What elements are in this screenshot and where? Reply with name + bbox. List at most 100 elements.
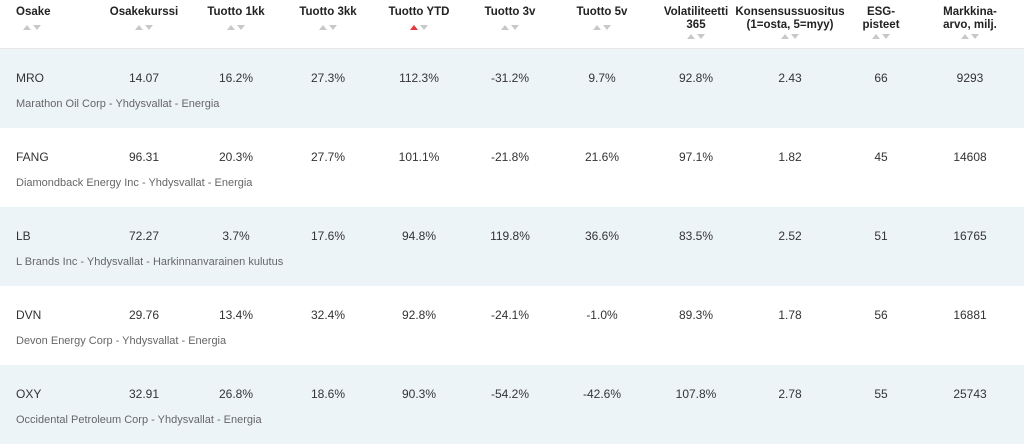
table-row[interactable]: OXY 32.91 26.8% 18.6% 90.3% -54.2% -42.6… bbox=[0, 365, 1024, 444]
sort-arrows-icon[interactable] bbox=[16, 25, 76, 32]
sort-arrows-icon[interactable] bbox=[379, 25, 459, 32]
price-cell: 32.91 bbox=[128, 387, 160, 401]
col-header-label: Tuotto 3kk bbox=[299, 6, 357, 18]
col-header-label: Tuotto 3v bbox=[484, 6, 536, 18]
table-header: Osake Osakekurssi Tuotto 1kk Tuotto 3kk … bbox=[0, 0, 1024, 49]
sort-arrows-icon[interactable] bbox=[196, 25, 276, 32]
return-1kk-cell: 13.4% bbox=[218, 308, 254, 322]
return-3v-cell: -24.1% bbox=[490, 308, 530, 322]
col-header-label: Volatiliteetti 365 bbox=[663, 6, 729, 31]
ticker-cell[interactable]: OXY bbox=[16, 387, 42, 401]
return-5v-cell: 9.7% bbox=[588, 71, 616, 85]
col-header-markkina-arvo[interactable]: Markkina- arvo, milj. bbox=[930, 6, 1010, 41]
return-1kk-cell: 26.8% bbox=[218, 387, 254, 401]
col-header-label: Tuotto 5v bbox=[576, 6, 628, 18]
company-description: Diamondback Energy Inc - Yhdysvallat - E… bbox=[16, 177, 253, 189]
col-header-tuotto-1kk[interactable]: Tuotto 1kk bbox=[196, 6, 276, 32]
consensus-cell: 1.82 bbox=[778, 150, 802, 164]
company-description: Marathon Oil Corp - Yhdysvallat - Energi… bbox=[16, 98, 220, 110]
col-header-label: Osake bbox=[16, 6, 51, 18]
table-row[interactable]: DVN 29.76 13.4% 32.4% 92.8% -24.1% -1.0%… bbox=[0, 286, 1024, 365]
price-cell: 14.07 bbox=[128, 71, 160, 85]
return-ytd-cell: 94.8% bbox=[401, 229, 437, 243]
col-header-tuotto-3kk[interactable]: Tuotto 3kk bbox=[288, 6, 368, 32]
return-1kk-cell: 20.3% bbox=[218, 150, 254, 164]
sort-arrows-icon[interactable] bbox=[470, 25, 550, 32]
return-3kk-cell: 27.3% bbox=[310, 71, 346, 85]
price-cell: 29.76 bbox=[128, 308, 160, 322]
return-3kk-cell: 32.4% bbox=[310, 308, 346, 322]
esg-cell: 51 bbox=[874, 229, 888, 243]
col-header-label: Markkina- arvo, milj. bbox=[943, 6, 997, 31]
col-header-label: Konsensussuositus (1=osta, 5=myy) bbox=[735, 6, 845, 31]
market-cap-cell: 25743 bbox=[953, 387, 987, 401]
table-row[interactable]: FANG 96.31 20.3% 27.7% 101.1% -21.8% 21.… bbox=[0, 128, 1024, 207]
market-cap-cell: 9293 bbox=[956, 71, 984, 85]
market-cap-cell: 16765 bbox=[953, 229, 987, 243]
sort-arrows-icon[interactable] bbox=[288, 25, 368, 32]
sort-arrows-icon[interactable] bbox=[930, 34, 1010, 41]
volatility-cell: 92.8% bbox=[678, 71, 714, 85]
ticker-cell[interactable]: DVN bbox=[16, 308, 42, 322]
col-header-tuotto-5v[interactable]: Tuotto 5v bbox=[562, 6, 642, 32]
return-3v-cell: 119.8% bbox=[490, 229, 530, 243]
sort-arrows-icon[interactable] bbox=[562, 25, 642, 32]
col-header-konsensussuositus[interactable]: Konsensussuositus (1=osta, 5=myy) bbox=[732, 6, 848, 41]
ticker-cell[interactable]: MRO bbox=[16, 71, 44, 85]
col-header-label: ESG- pisteet bbox=[862, 6, 900, 31]
market-cap-cell: 14608 bbox=[953, 150, 987, 164]
col-header-osakekurssi[interactable]: Osakekurssi bbox=[104, 6, 184, 32]
return-ytd-cell: 101.1% bbox=[398, 150, 440, 164]
sort-arrows-icon[interactable] bbox=[654, 34, 738, 41]
col-header-volatiliteetti[interactable]: Volatiliteetti 365 bbox=[654, 6, 738, 41]
sort-arrows-icon[interactable] bbox=[732, 34, 848, 41]
return-5v-cell: -1.0% bbox=[586, 308, 618, 322]
ticker-cell[interactable]: FANG bbox=[16, 150, 49, 164]
return-5v-cell: 36.6% bbox=[584, 229, 620, 243]
company-description: Occidental Petroleum Corp - Yhdysvallat … bbox=[16, 414, 262, 426]
return-ytd-cell: 90.3% bbox=[401, 387, 437, 401]
consensus-cell: 2.43 bbox=[778, 71, 802, 85]
col-header-label: Tuotto 1kk bbox=[207, 6, 265, 18]
volatility-cell: 83.5% bbox=[678, 229, 714, 243]
return-3kk-cell: 18.6% bbox=[310, 387, 346, 401]
sort-arrows-icon[interactable] bbox=[104, 25, 184, 32]
sort-ascending-active-icon bbox=[410, 25, 418, 30]
col-header-label: Osakekurssi bbox=[109, 6, 179, 18]
return-5v-cell: -42.6% bbox=[582, 387, 622, 401]
consensus-cell: 2.52 bbox=[778, 229, 802, 243]
volatility-cell: 89.3% bbox=[678, 308, 714, 322]
esg-cell: 56 bbox=[874, 308, 888, 322]
price-cell: 72.27 bbox=[128, 229, 160, 243]
price-cell: 96.31 bbox=[128, 150, 160, 164]
return-1kk-cell: 3.7% bbox=[222, 229, 250, 243]
esg-cell: 66 bbox=[874, 71, 888, 85]
company-description: L Brands Inc - Yhdysvallat - Harkinnanva… bbox=[16, 256, 284, 268]
volatility-cell: 97.1% bbox=[678, 150, 714, 164]
volatility-cell: 107.8% bbox=[675, 387, 717, 401]
esg-cell: 45 bbox=[874, 150, 888, 164]
col-header-label: Tuotto YTD bbox=[388, 6, 450, 18]
return-3kk-cell: 17.6% bbox=[310, 229, 346, 243]
table-row[interactable]: MRO 14.07 16.2% 27.3% 112.3% -31.2% 9.7%… bbox=[0, 49, 1024, 128]
consensus-cell: 1.78 bbox=[778, 308, 802, 322]
return-3v-cell: -21.8% bbox=[490, 150, 530, 164]
return-3v-cell: -54.2% bbox=[490, 387, 530, 401]
col-header-tuotto-3v[interactable]: Tuotto 3v bbox=[470, 6, 550, 32]
sort-arrows-icon[interactable] bbox=[846, 34, 916, 41]
col-header-osake[interactable]: Osake bbox=[16, 6, 76, 32]
table-row[interactable]: LB 72.27 3.7% 17.6% 94.8% 119.8% 36.6% 8… bbox=[0, 207, 1024, 286]
return-3v-cell: -31.2% bbox=[490, 71, 530, 85]
return-ytd-cell: 112.3% bbox=[399, 71, 439, 85]
return-1kk-cell: 16.2% bbox=[218, 71, 254, 85]
return-ytd-cell: 92.8% bbox=[401, 308, 437, 322]
return-5v-cell: 21.6% bbox=[584, 150, 620, 164]
return-3kk-cell: 27.7% bbox=[310, 150, 346, 164]
esg-cell: 55 bbox=[874, 387, 888, 401]
col-header-esg-pisteet[interactable]: ESG- pisteet bbox=[846, 6, 916, 41]
consensus-cell: 2.78 bbox=[778, 387, 802, 401]
col-header-tuotto-ytd[interactable]: Tuotto YTD bbox=[379, 6, 459, 32]
market-cap-cell: 16881 bbox=[953, 308, 987, 322]
ticker-cell[interactable]: LB bbox=[16, 229, 31, 243]
